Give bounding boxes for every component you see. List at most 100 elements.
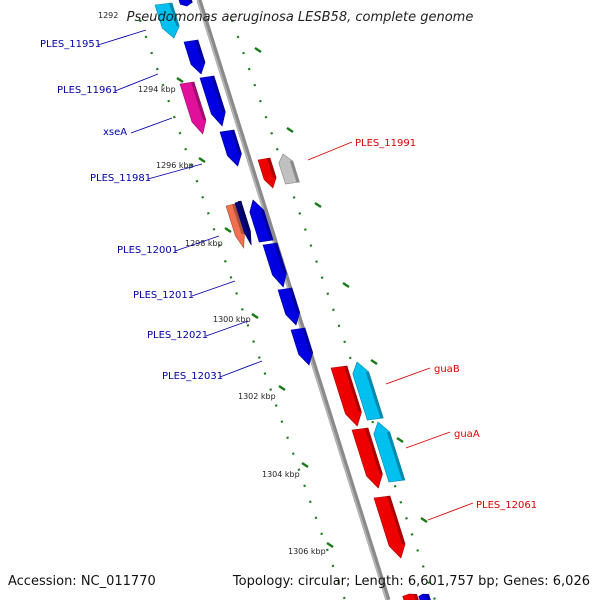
gene-label-ples-11951: PLES_11951 [40, 39, 101, 50]
tick-track-outer [230, 19, 437, 600]
major-tick [326, 541, 334, 549]
label-leader-line [174, 235, 220, 252]
gene-label-ples-11981: PLES_11981 [90, 173, 151, 184]
label-leader-line [114, 73, 159, 92]
major-tick [176, 76, 184, 84]
gene-guaa-red-shade [365, 428, 383, 474]
gene-label-xsea: xseA [103, 127, 127, 138]
gene-ples-12001 [225, 203, 245, 249]
major-tick [301, 461, 309, 469]
gene-bottom-partial-blue-shade [425, 594, 431, 600]
gene-ples-12021-shade [289, 288, 300, 313]
gene-ples-12061-shade [387, 496, 406, 544]
gene-label-ples-12001: PLES_12001 [117, 245, 178, 256]
major-tick [198, 156, 206, 164]
gene-ples-12061-body [373, 495, 406, 559]
gene-guaa [373, 421, 406, 483]
gene-label-guaa: guaA [454, 429, 480, 440]
gene-top-partial [178, 0, 193, 7]
label-leader-line [130, 117, 173, 134]
topology-text: Topology: circular; Length: 6,601,757 bp… [232, 574, 590, 589]
gene-ples-11981 [219, 129, 242, 167]
gene-guab-shade [365, 372, 384, 418]
label-leader-line [97, 29, 147, 46]
gene-bottom-partial-shade [413, 594, 419, 600]
gene-label-guab: guaB [434, 364, 460, 375]
major-tick [342, 281, 350, 289]
gene-guab-body [352, 361, 384, 421]
label-leader-line [427, 502, 474, 521]
accession-text: Accession: NC_011770 [8, 574, 156, 589]
major-tick [278, 384, 286, 392]
major-tick [286, 126, 294, 134]
gene-label-ples-12011: PLES_12011 [133, 290, 194, 301]
gene-blue-b-body [249, 199, 274, 243]
gene-blue-a-shade [211, 76, 226, 112]
gene-ples-11991-body [278, 153, 300, 185]
kbp-tick-label: 1296 kbp [156, 161, 194, 170]
tick-track-inner [138, 19, 347, 600]
gene-xsea-shade [191, 82, 206, 120]
genome-title: Pseudomonas aeruginosa LESB58, complete … [126, 10, 474, 25]
gene-bottom-partial [402, 593, 419, 600]
label-leader-line [307, 141, 353, 161]
major-tick [370, 358, 378, 366]
gene-guab-red [330, 365, 362, 427]
gene-blue-b-shade [260, 210, 274, 240]
kbp-tick-label: 1304 kbp [262, 470, 300, 479]
gene-label-ples-12061: PLES_12061 [476, 500, 537, 511]
major-tick [420, 516, 428, 524]
major-tick [224, 226, 232, 234]
gene-ples-12021 [277, 287, 301, 326]
gene-ples-11991 [278, 153, 300, 185]
label-leader-line [191, 280, 236, 297]
gene-guaa-body [373, 421, 406, 483]
label-leader-line [205, 320, 249, 337]
major-tick [254, 46, 262, 54]
gene-red-11991 [257, 157, 277, 189]
label-leader-line [147, 163, 203, 180]
gene-ples-11961 [183, 39, 206, 75]
major-tick [396, 436, 404, 444]
kbp-tick-label: 1302 kbp [238, 392, 276, 401]
gene-ples-11981-shade [231, 130, 242, 154]
gene-blue-b [249, 199, 274, 243]
gene-guaa-red [351, 427, 383, 489]
gene-guab-red-shade [344, 366, 362, 412]
gene-ples-11951-shade [169, 3, 180, 27]
gene-top-partial-shade [188, 0, 193, 3]
gene-blue-a [199, 75, 226, 127]
gene-navy-shade [238, 201, 251, 231]
gene-ples-12011 [262, 242, 287, 288]
label-leader-line [385, 367, 431, 385]
gene-label-ples-12031: PLES_12031 [162, 371, 223, 382]
gene-ples-12011-shade [274, 243, 287, 273]
gene-ples-11991-shade [289, 161, 300, 182]
gene-bottom-partial-blue [418, 593, 431, 600]
gene-label-ples-12021: PLES_12021 [147, 330, 208, 341]
kbp-tick-label: 1298 kbp [185, 239, 223, 248]
gene-ples-11951 [154, 2, 180, 39]
kbp-tick-label: 1294 kbp [138, 85, 176, 94]
gene-xsea [179, 81, 207, 135]
label-leader-line [405, 431, 451, 449]
gene-ples-11961-shade [195, 40, 206, 63]
label-leader-line [219, 360, 263, 378]
kbp-tick-label: 1300 kbp [213, 315, 251, 324]
gene-navy [234, 200, 252, 246]
gene-ples-12031-shade [302, 328, 313, 353]
major-tick [251, 312, 259, 320]
gene-ples-12061 [373, 495, 406, 559]
gene-label-ples-11991: PLES_11991 [355, 138, 416, 149]
gene-guaa-shade [386, 432, 405, 480]
gene-red-11991-shade [267, 158, 277, 178]
gene-top-partial-body [178, 0, 193, 7]
gene-ples-12001-shade [232, 204, 245, 234]
gene-ples-12031 [290, 327, 314, 366]
gene-guab [352, 361, 384, 421]
kbp-tick-label: 1306 kbp [288, 547, 326, 556]
kbp-tick-label-partial: 1292 [98, 11, 118, 20]
gene-label-ples-11961: PLES_11961 [57, 85, 118, 96]
